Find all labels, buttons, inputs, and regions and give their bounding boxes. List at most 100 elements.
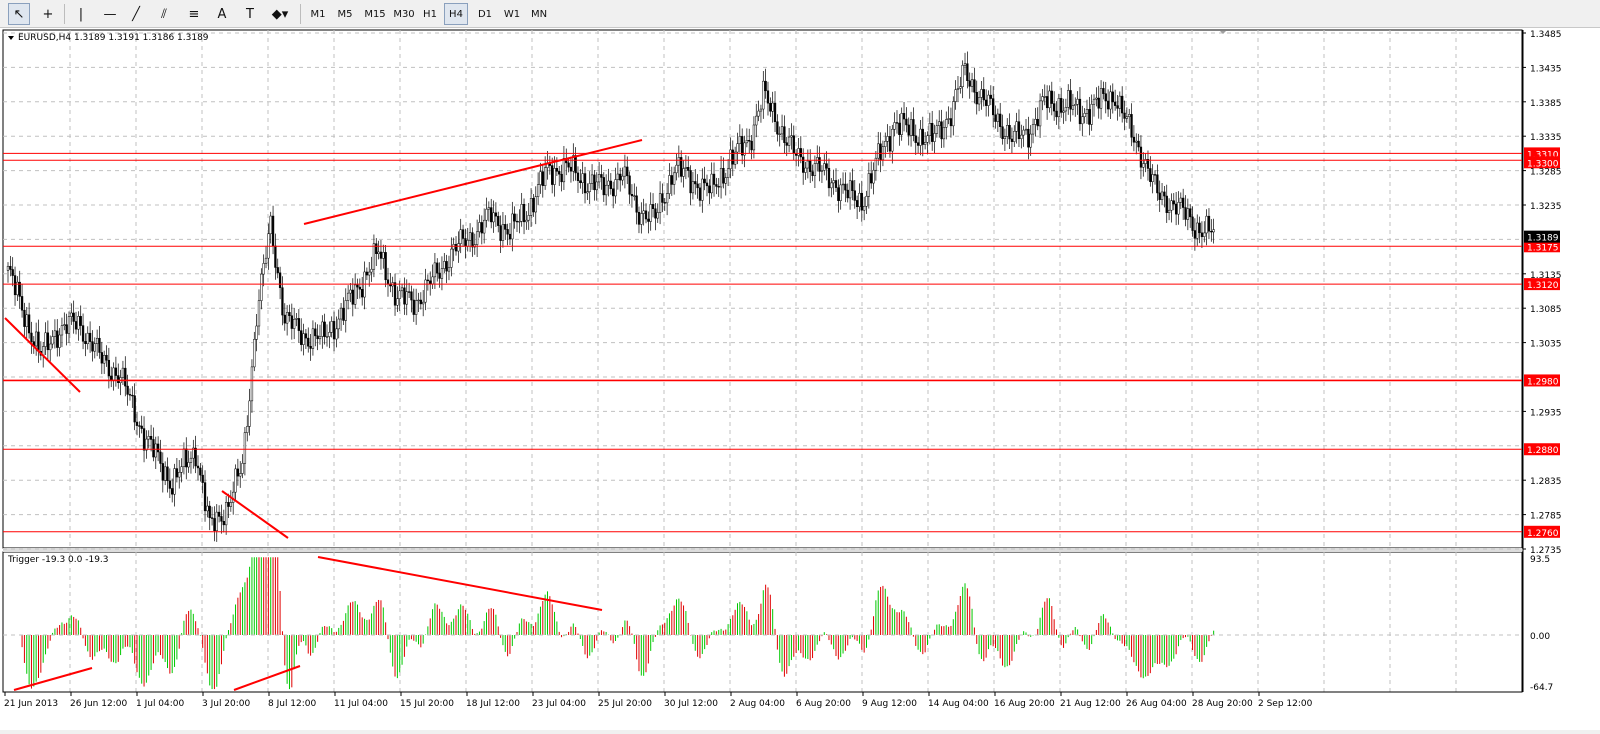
level-price-tag (1524, 278, 1560, 291)
candle-body (813, 163, 817, 176)
candle-body (687, 167, 690, 171)
candle-body (569, 166, 573, 172)
timeframe-h4-button[interactable]: H4 (444, 3, 468, 25)
candle-body (799, 148, 802, 158)
trend-line[interactable] (221, 490, 289, 539)
candle-body (436, 262, 439, 274)
candle-body (635, 195, 638, 213)
price-pane[interactable] (2, 29, 1523, 549)
candle-body (1111, 91, 1114, 103)
candle-body (705, 182, 709, 187)
candle-body (485, 208, 488, 221)
level-price-label: 1.2880 (1527, 446, 1559, 456)
candle-body (464, 238, 467, 247)
candle-body (600, 174, 603, 178)
candle-body (949, 118, 953, 127)
candle-body (1045, 96, 1049, 109)
candle-body (1189, 208, 1192, 218)
candle-body (581, 173, 584, 183)
divergence-line[interactable] (317, 556, 603, 611)
candle-body (377, 251, 380, 254)
timeframe-m1-button[interactable]: M1 (310, 8, 326, 20)
candle-body (337, 318, 340, 330)
timeframe-m15-button[interactable]: M15 (364, 8, 386, 20)
candle-body (300, 330, 303, 345)
toolbar-separator (300, 4, 301, 24)
candle-body (729, 149, 732, 170)
candle-body (529, 198, 533, 216)
candle-body (274, 245, 277, 268)
candle-body (1057, 98, 1060, 118)
candle-body (67, 316, 71, 334)
arrows-icon[interactable]: ◆▾ (271, 6, 289, 22)
candle-body (527, 215, 530, 221)
trend-line[interactable] (303, 139, 643, 225)
candle-body (931, 122, 934, 142)
candle-body (1095, 97, 1098, 100)
candle-body (623, 166, 627, 177)
indicator-header: Trigger -19.3 0.0 -19.3 (7, 555, 109, 565)
candle-body (1036, 118, 1039, 127)
time-axis-label: 26 Jun 12:00 (70, 699, 127, 709)
divergence-line[interactable] (13, 667, 93, 691)
pane-divider[interactable] (3, 548, 1522, 552)
candle-body (23, 309, 26, 327)
candle-body (283, 314, 286, 324)
timeframe-w1-button[interactable]: W1 (503, 8, 521, 20)
candle-body (741, 136, 744, 156)
divergence-line[interactable] (233, 665, 301, 691)
timeframe-m30-button[interactable]: M30 (393, 8, 415, 20)
candle-body (1212, 229, 1215, 233)
fibonacci-icon[interactable]: ≡ (188, 6, 200, 22)
crosshair-icon[interactable]: + (42, 6, 54, 22)
candle-body (1184, 207, 1187, 220)
candle-body (1163, 191, 1166, 197)
candle-body (70, 312, 73, 317)
trend-line[interactable] (4, 317, 81, 393)
equidistant-channel-icon[interactable]: ⫽ (161, 6, 167, 22)
candle-body (86, 332, 89, 345)
candle-body (921, 128, 924, 145)
candle-body (56, 330, 59, 348)
candle-body (942, 127, 946, 140)
candle-body (281, 287, 284, 316)
chart-window[interactable]: 1.3310 1.3300 1.3175 1.3120 1.2980 1.2880 1.27… (0, 28, 1600, 730)
candle-body (126, 385, 129, 395)
candle-body (65, 324, 68, 334)
candle-body (236, 468, 240, 477)
trendline-icon[interactable]: ╱ (132, 6, 140, 22)
cursor-icon[interactable]: ↖ (8, 3, 30, 25)
indicator-pane[interactable] (2, 551, 1523, 693)
candle-body (1078, 98, 1082, 125)
symbol-dropdown-icon[interactable] (8, 36, 14, 40)
candle-body (914, 135, 917, 143)
text-icon[interactable]: A (217, 6, 227, 22)
candle-body (487, 207, 491, 210)
candle-body (311, 328, 315, 349)
candle-body (192, 447, 195, 459)
timeframe-d1-button[interactable]: D1 (477, 8, 493, 20)
candle-body (471, 232, 474, 248)
candle-body (764, 80, 767, 92)
candle-body (1031, 124, 1035, 135)
vertical-line-icon[interactable]: | (78, 6, 84, 22)
timeframe-h1-button[interactable]: H1 (423, 8, 437, 20)
candle-body (112, 367, 115, 381)
candle-body (938, 121, 941, 127)
horizontal-line-icon[interactable]: — (103, 6, 117, 22)
candle-body (1196, 222, 1199, 239)
text-label-icon[interactable]: T (246, 6, 254, 22)
candle-body (607, 180, 610, 186)
candle-body (541, 171, 544, 186)
candle-body (1182, 197, 1185, 208)
candle-body (438, 272, 441, 279)
candle-body (201, 474, 204, 483)
candle-body (483, 219, 486, 234)
level-price-tag (1524, 374, 1560, 387)
candle-body (93, 343, 96, 352)
candle-body (1139, 146, 1143, 168)
timeframe-mn-button[interactable]: MN (530, 8, 548, 20)
timeframe-m5-button[interactable]: M5 (337, 8, 353, 20)
candle-body (250, 366, 254, 402)
